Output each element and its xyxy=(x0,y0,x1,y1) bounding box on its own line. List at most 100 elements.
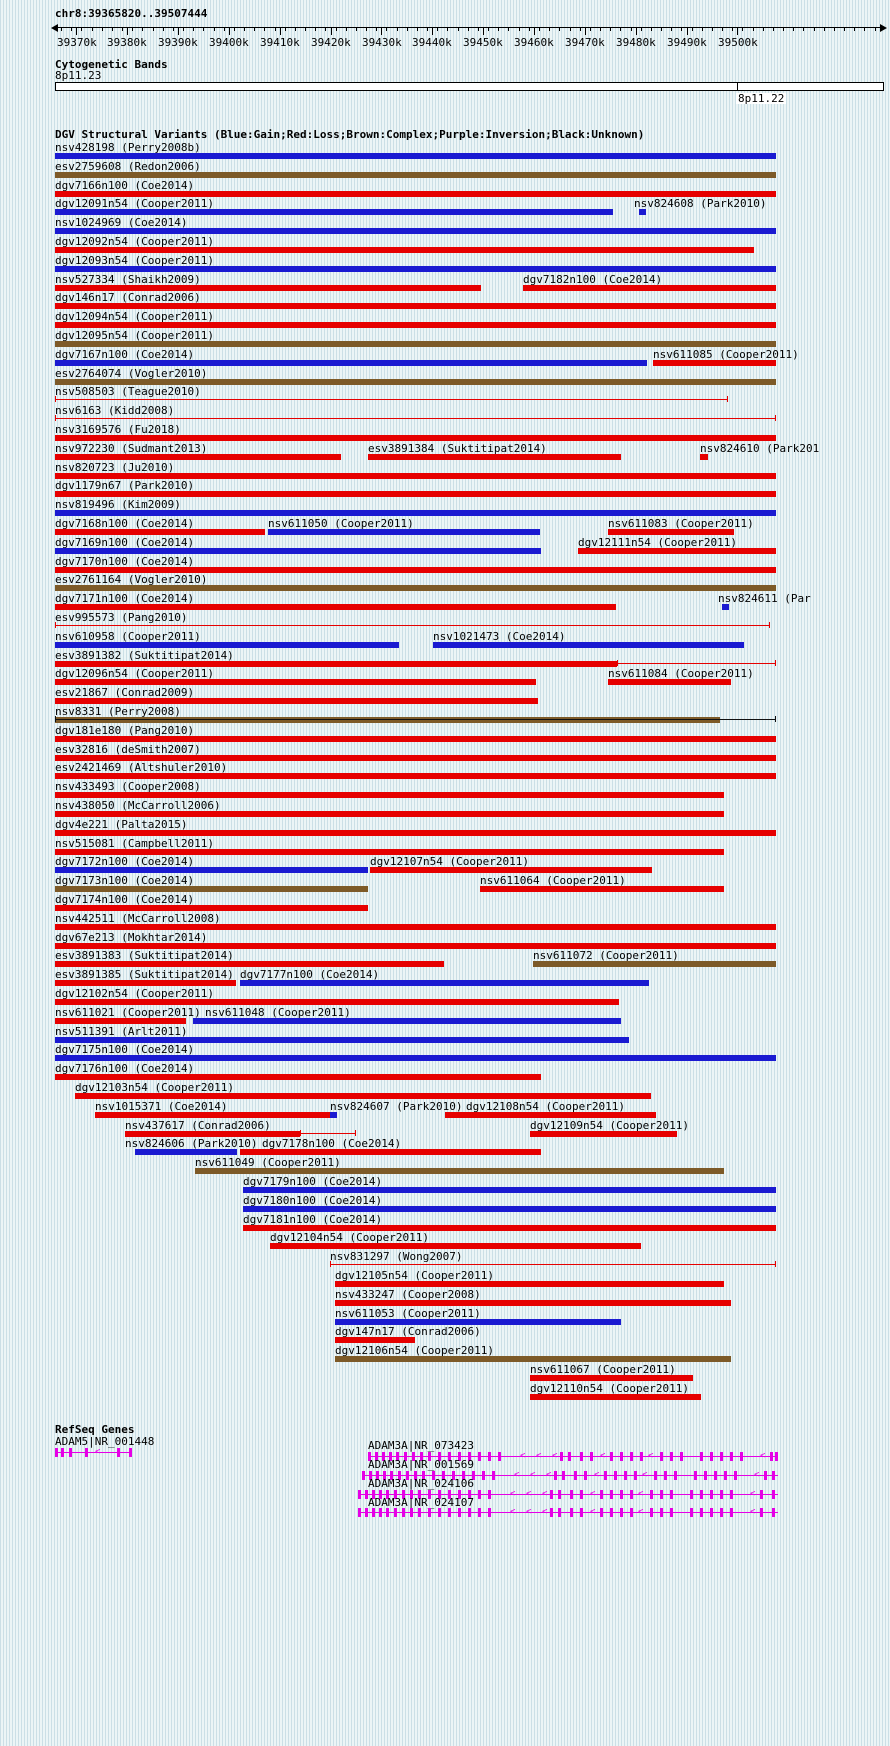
variant-bar[interactable] xyxy=(55,548,541,554)
variant-line[interactable] xyxy=(300,1133,356,1134)
variant-bar[interactable] xyxy=(608,679,731,685)
variant-bar[interactable] xyxy=(530,1394,701,1400)
variant-bar[interactable] xyxy=(533,961,776,967)
variant-bar[interactable] xyxy=(700,454,708,460)
variant-bar[interactable] xyxy=(243,1187,776,1193)
variant-bar[interactable] xyxy=(55,661,617,667)
variant-bar[interactable] xyxy=(55,491,776,497)
gene-glyph[interactable]: < < < < < < xyxy=(368,1451,778,1462)
variant-bar[interactable] xyxy=(335,1281,724,1287)
variant-bar[interactable] xyxy=(653,360,776,366)
variant-bar[interactable] xyxy=(523,285,776,291)
variant-bar[interactable] xyxy=(335,1356,731,1362)
variant-bar[interactable] xyxy=(55,228,776,234)
variant-bar[interactable] xyxy=(55,943,776,949)
variant-bar[interactable] xyxy=(55,435,776,441)
variant-bar[interactable] xyxy=(55,1074,541,1080)
variant-bar[interactable] xyxy=(55,172,776,178)
gene-glyph[interactable]: < < < < < < xyxy=(358,1489,778,1500)
variant-bar[interactable] xyxy=(335,1319,621,1325)
ruler-minor-tick xyxy=(702,27,703,31)
variant-bar[interactable] xyxy=(55,698,538,704)
variant-bar[interactable] xyxy=(55,191,776,197)
variant-line[interactable] xyxy=(55,418,776,419)
variant-bar[interactable] xyxy=(608,529,734,535)
variant-bar[interactable] xyxy=(75,1093,651,1099)
variant-bar[interactable] xyxy=(55,209,613,215)
variant-line[interactable] xyxy=(55,625,770,626)
variant-bar[interactable] xyxy=(268,529,540,535)
variant-bar[interactable] xyxy=(240,1149,541,1155)
variant-bar[interactable] xyxy=(95,1112,331,1118)
variant-line[interactable] xyxy=(55,719,776,720)
variant-bar[interactable] xyxy=(55,567,776,573)
variant-bar[interactable] xyxy=(480,886,724,892)
variant-bar[interactable] xyxy=(55,886,368,892)
variant-bar[interactable] xyxy=(55,1018,186,1024)
gene-glyph[interactable]: < xyxy=(55,1447,132,1458)
variant-bar[interactable] xyxy=(578,548,776,554)
variant-bar[interactable] xyxy=(530,1131,677,1137)
gene-label: ADAM5|NR_001448 xyxy=(55,1435,155,1448)
variant-bar[interactable] xyxy=(55,980,236,986)
variant-bar[interactable] xyxy=(55,1037,629,1043)
variant-bar[interactable] xyxy=(55,961,444,967)
variant-bar[interactable] xyxy=(55,849,724,855)
variant-bar[interactable] xyxy=(240,980,649,986)
variant-bar[interactable] xyxy=(193,1018,621,1024)
variant-bar[interactable] xyxy=(55,1055,776,1061)
variant-bar[interactable] xyxy=(55,585,776,591)
variant-bar[interactable] xyxy=(55,510,776,516)
variant-line[interactable] xyxy=(55,399,728,400)
variant-bar[interactable] xyxy=(55,454,341,460)
variant-bar[interactable] xyxy=(55,642,399,648)
variant-bar[interactable] xyxy=(55,473,776,479)
variant-line[interactable] xyxy=(617,663,776,664)
variant-bar[interactable] xyxy=(55,379,776,385)
variant-bar[interactable] xyxy=(445,1112,656,1118)
variant-bar[interactable] xyxy=(243,1206,776,1212)
cytoband-box-8p11-22[interactable] xyxy=(737,82,884,91)
variant-line[interactable] xyxy=(330,1264,776,1265)
gene-glyph[interactable]: < < < < < < xyxy=(358,1507,778,1518)
variant-bar[interactable] xyxy=(530,1375,693,1381)
variant-bar[interactable] xyxy=(55,999,619,1005)
variant-bar[interactable] xyxy=(135,1149,237,1155)
variant-bar[interactable] xyxy=(55,322,776,328)
variant-bar[interactable] xyxy=(370,867,652,873)
cytoband-box-8p11-23[interactable] xyxy=(55,82,738,91)
variant-bar[interactable] xyxy=(55,285,481,291)
variant-bar[interactable] xyxy=(55,303,776,309)
variant-bar[interactable] xyxy=(55,773,776,779)
variant-bar[interactable] xyxy=(55,266,776,272)
variant-bar[interactable] xyxy=(195,1168,724,1174)
variant-bar[interactable] xyxy=(433,642,744,648)
variant-bar[interactable] xyxy=(55,717,720,723)
gene-exon xyxy=(428,1490,431,1499)
variant-bar[interactable] xyxy=(55,604,616,610)
variant-bar[interactable] xyxy=(368,454,621,460)
variant-bar[interactable] xyxy=(335,1300,731,1306)
variant-bar[interactable] xyxy=(55,341,776,347)
variant-bar[interactable] xyxy=(55,679,536,685)
variant-bar[interactable] xyxy=(55,755,776,761)
variant-bar[interactable] xyxy=(722,604,729,610)
variant-bar[interactable] xyxy=(270,1243,641,1249)
variant-bar[interactable] xyxy=(55,905,368,911)
variant-bar[interactable] xyxy=(330,1112,337,1118)
variant-bar[interactable] xyxy=(55,792,724,798)
variant-bar[interactable] xyxy=(55,247,754,253)
variant-bar[interactable] xyxy=(639,209,646,215)
variant-bar[interactable] xyxy=(55,529,265,535)
variant-bar[interactable] xyxy=(125,1131,300,1137)
variant-bar[interactable] xyxy=(55,360,647,366)
variant-bar[interactable] xyxy=(55,867,368,873)
variant-bar[interactable] xyxy=(55,811,724,817)
variant-bar[interactable] xyxy=(335,1337,415,1343)
variant-bar[interactable] xyxy=(55,924,776,930)
variant-bar[interactable] xyxy=(55,153,776,159)
variant-bar[interactable] xyxy=(243,1225,776,1231)
variant-bar[interactable] xyxy=(55,830,776,836)
gene-glyph[interactable]: < < < < < < xyxy=(362,1470,778,1481)
variant-bar[interactable] xyxy=(55,736,776,742)
